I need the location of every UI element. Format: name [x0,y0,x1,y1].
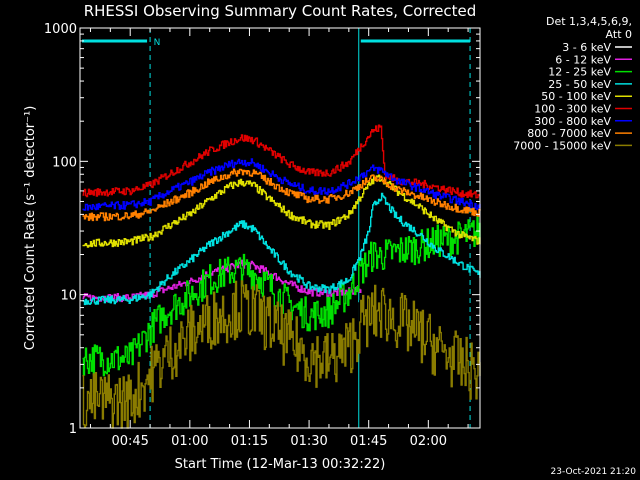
legend-label: 800 - 7000 keV [527,127,611,140]
series-line [82,168,481,222]
x-tick-label: 01:00 [171,434,208,449]
legend-label: 12 - 25 keV [548,66,611,79]
legend-label: 3 - 6 keV [562,41,611,54]
legend-header-line-1: Det 1,3,4,5,6,9, [546,15,632,28]
y-axis: 1 10 100 1000 [44,22,480,437]
plot-frame [79,27,481,429]
x-tick-label: 01:15 [231,434,268,449]
x-axis-label: Start Time (12-Mar-13 00:32:22) [175,457,386,472]
series-line [82,280,481,429]
series-lines [82,124,481,429]
legend-label: 50 - 100 keV [541,90,611,103]
series-line [82,124,480,199]
legend-label: 7000 - 15000 keV [513,139,611,152]
x-tick-label: 01:30 [290,434,327,449]
legend-header-line-2: Att 0 [606,28,632,41]
flag-label: N [154,38,161,48]
chart-title: RHESSI Observing Summary Count Rates, Co… [84,2,477,20]
y-tick-label: 100 [52,155,77,170]
series-line [82,174,481,248]
series-line [82,158,481,211]
legend-label: 300 - 800 keV [534,115,611,128]
y-tick-label: 1000 [44,22,77,37]
x-tick-label: 00:45 [111,434,148,449]
legend-label: 100 - 300 keV [534,103,611,116]
x-tick-label: 01:45 [350,434,387,449]
y-tick-label: 1 [69,422,77,437]
x-axis: 00:45 01:00 01:15 01:30 01:45 02:00 [89,28,469,449]
legend-label: 6 - 12 keV [555,53,611,66]
x-tick-label: 02:00 [410,434,447,449]
legend-label: 25 - 50 keV [548,78,611,91]
series-line [82,192,481,306]
y-axis-label: Corrected Count Rate (s⁻¹ detector⁻¹) [23,106,38,351]
y-tick-label: 10 [60,289,77,304]
timestamp: 23-Oct-2021 21:20 [551,467,637,477]
